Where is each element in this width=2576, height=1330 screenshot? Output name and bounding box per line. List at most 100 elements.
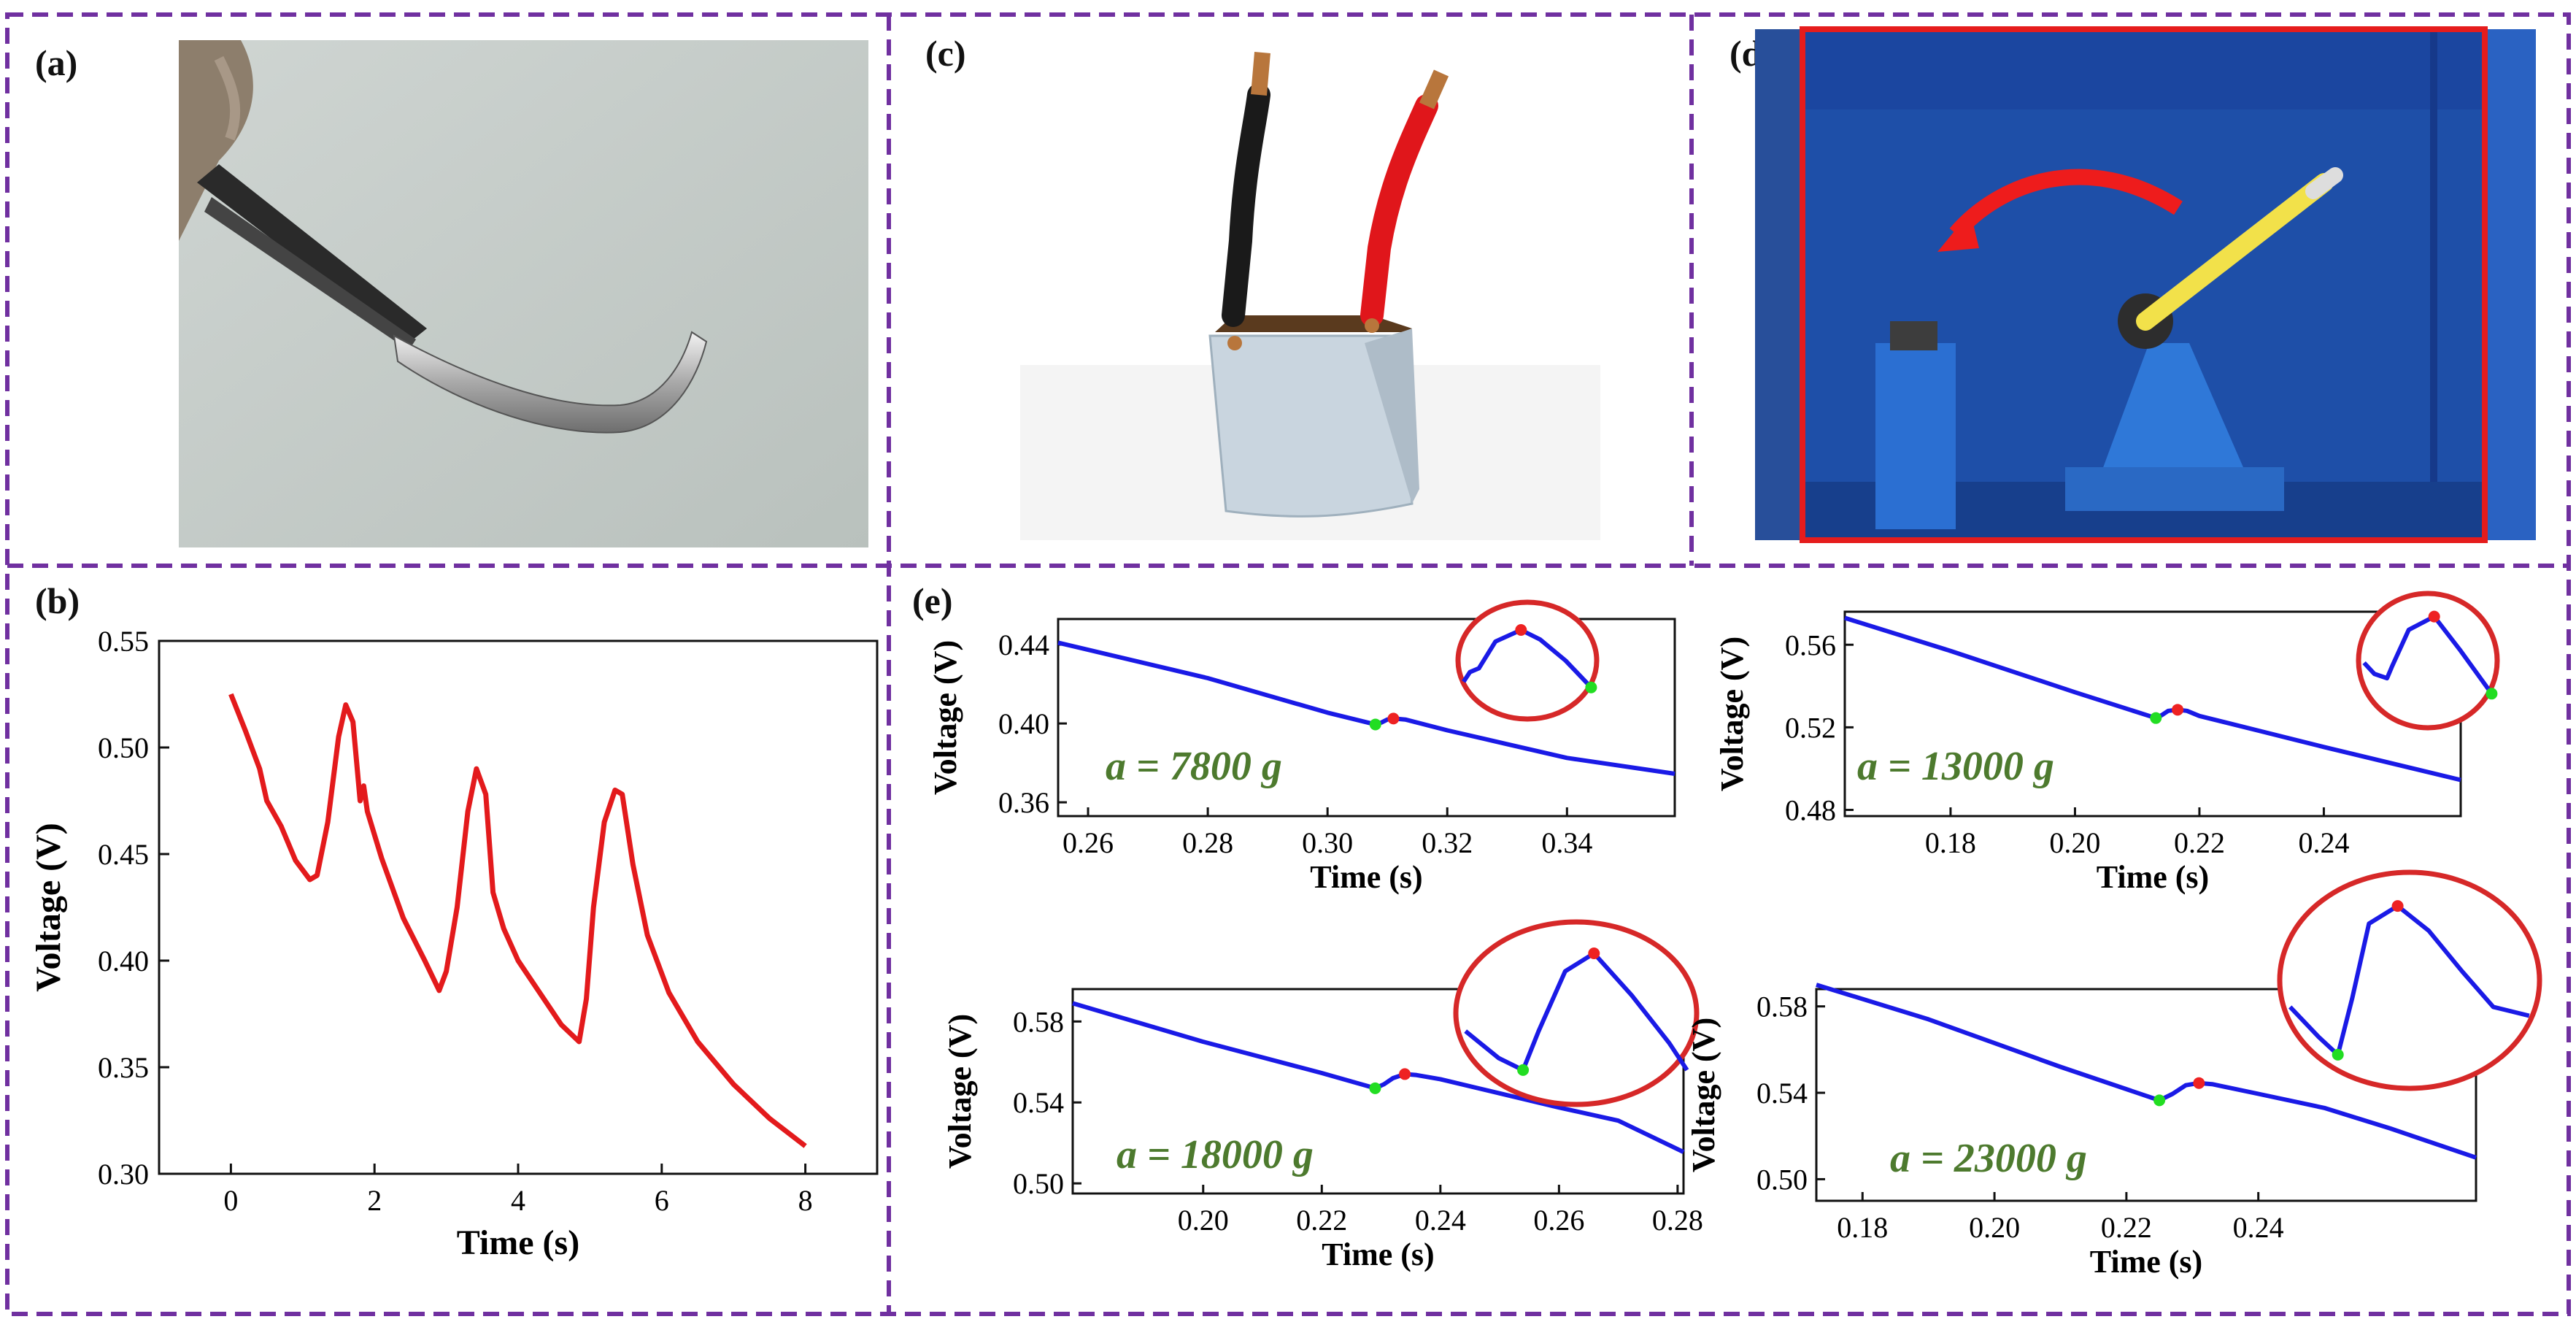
chart-e3-inset-peak-marker xyxy=(1588,947,1600,959)
chart-e4-inset-peak-marker xyxy=(2391,900,2404,912)
chart-b-xtick-label: 2 xyxy=(367,1184,382,1217)
chart-e1-inset-ring xyxy=(1455,599,1600,722)
flexible-strip xyxy=(393,331,708,434)
chart-e2-inset-trace xyxy=(2362,614,2494,696)
chart-e2-ylabel: Voltage (V) xyxy=(1714,637,1750,791)
chart-e2-peak-marker xyxy=(2172,704,2184,716)
black-wire xyxy=(1222,83,1270,327)
chart-e1-inset-trace xyxy=(1462,628,1593,689)
chart-b-voltage-line xyxy=(228,693,807,1148)
cube-body xyxy=(1208,334,1414,518)
chart-b-ytick-label: 0.45 xyxy=(98,838,149,871)
outer-dashed-border xyxy=(5,12,2571,1316)
chart-b-ytick-label: 0.55 xyxy=(98,625,149,658)
chart-e3-xtick-label: 0.24 xyxy=(1415,1204,1466,1237)
chart-e3-inset-onset-marker xyxy=(1517,1064,1530,1076)
chart-e1-inset-peak-marker xyxy=(1515,624,1527,636)
chart-e1-ytick-label: 0.40 xyxy=(998,707,1049,740)
chart-b-xtick-label: 8 xyxy=(798,1184,813,1217)
chart-e1-xtick-label: 0.34 xyxy=(1541,826,1592,859)
chart-e3-xtick-label: 0.20 xyxy=(1178,1204,1229,1237)
chart-e2-xtick-label: 0.18 xyxy=(1925,826,1976,859)
panel-borders xyxy=(5,12,2571,1316)
chart-e4-voltage-line xyxy=(1816,983,2477,1160)
chart-e2-xtick-label: 0.22 xyxy=(2174,826,2225,859)
chart-e2-inset-peak-marker xyxy=(2428,610,2440,623)
chart-e3-zoom-inset xyxy=(1453,919,1700,1107)
chart-e4-ytick-label: 0.58 xyxy=(1756,991,1808,1023)
panel-label-e: (e) xyxy=(912,580,953,621)
chart-e1-peak-marker xyxy=(1387,712,1400,725)
chart-e4-ytick-label: 0.54 xyxy=(1756,1077,1808,1110)
chart-e1-zoom-inset xyxy=(1455,599,1600,722)
chart-e1-acceleration-label: a = 7800 g xyxy=(1106,744,1282,789)
chart-e3-peak-marker xyxy=(1399,1068,1411,1080)
chart-e3-ytick-label: 0.50 xyxy=(1013,1167,1064,1200)
chart-b-xtick-label: 0 xyxy=(223,1184,238,1217)
drop-impact-test-machine-photo xyxy=(1755,26,2536,543)
chart-e1-ytick-label: 0.44 xyxy=(998,629,1049,661)
pendulum-arm xyxy=(2136,173,2334,331)
chart-e3-inset-ring xyxy=(1453,919,1700,1107)
chart-e4-ytick-label: 0.50 xyxy=(1756,1163,1808,1196)
chart-e2-zoom-inset xyxy=(2356,591,2500,731)
chart-e1-xlabel: Time (s) xyxy=(1310,859,1422,895)
chart-e2-xtick-label: 0.20 xyxy=(2049,826,2100,859)
chart-b-ytick-label: 0.50 xyxy=(98,731,149,764)
chart-b-ytick-label: 0.35 xyxy=(98,1051,149,1084)
chart-e3-ylabel: Voltage (V) xyxy=(942,1014,978,1169)
chart-e4-zoom-inset xyxy=(2277,869,2542,1091)
chart-e2-ytick-label: 0.48 xyxy=(1785,794,1836,827)
chart-e1: 0.26 0.28 0.30 0.32 0.34 0.36 0.40 0.44 Time (s)… xyxy=(928,599,1676,895)
chart-e2-onset-marker xyxy=(2150,712,2162,724)
chart-e3-ytick-label: 0.58 xyxy=(1013,1005,1064,1038)
chart-e4-onset-marker xyxy=(2153,1094,2166,1107)
chart-e4-axes-frame xyxy=(1815,988,2477,1202)
chart-b-xtick-label: 4 xyxy=(511,1184,525,1217)
panel-label-b: (b) xyxy=(35,580,80,621)
chart-b-xtick-label: 6 xyxy=(655,1184,669,1217)
chart-e4: 0.18 0.20 0.22 0.24 0.50 0.54 0.58 Time (s) Volt… xyxy=(1686,869,2542,1280)
chart-e4-acceleration-label: a = 23000 g xyxy=(1890,1136,2087,1181)
tweezers-holding-flexible-strip-photo xyxy=(179,40,868,547)
chart-e2-xlabel: Time (s) xyxy=(2097,859,2209,895)
chart-e4-inset-trace xyxy=(2288,904,2530,1057)
chart-e1-xtick-label: 0.30 xyxy=(1302,826,1353,859)
chart-e3: 0.20 0.22 0.24 0.26 0.28 0.50 0.54 0.58 Time (s)… xyxy=(942,919,1703,1272)
panel-label-a: (a) xyxy=(35,42,77,83)
chart-e3-onset-marker xyxy=(1369,1082,1381,1094)
chart-e3-xtick-label: 0.22 xyxy=(1296,1204,1347,1237)
chart-e3-xlabel: Time (s) xyxy=(1322,1237,1434,1272)
chart-e3-acceleration-label: a = 18000 g xyxy=(1117,1132,1314,1177)
chart-e2-xtick-label: 0.24 xyxy=(2298,826,2349,859)
red-wire xyxy=(1360,94,1438,327)
chart-e3-xtick-label: 0.26 xyxy=(1533,1204,1584,1237)
chart-e4-ylabel: Voltage (V) xyxy=(1686,1018,1721,1172)
chart-e1-ytick-label: 0.36 xyxy=(998,786,1049,819)
panel-label-c: (c) xyxy=(925,33,966,74)
chart-b-ytick-label: 0.40 xyxy=(98,945,149,977)
chart-b-ytick-label: 0.30 xyxy=(98,1158,149,1191)
chart-e4-inset-ring xyxy=(2277,869,2542,1091)
chart-b-xlabel: Time (s) xyxy=(457,1223,579,1262)
chart-e2-acceleration-label: a = 13000 g xyxy=(1857,744,2054,789)
swing-arrow xyxy=(1949,169,2183,239)
red-frame xyxy=(1800,26,2488,543)
chart-e4-xtick-label: 0.18 xyxy=(1837,1211,1888,1244)
chart-e3-ytick-label: 0.54 xyxy=(1013,1086,1064,1119)
cube-device-with-black-and-red-wires-photo xyxy=(1020,29,1600,540)
chart-e2: 0.18 0.20 0.22 0.24 0.48 0.52 0.56 Time (s) Volt… xyxy=(1714,591,2500,895)
chart-e2-ytick-label: 0.52 xyxy=(1785,711,1836,744)
anvil-column xyxy=(1875,343,1956,529)
chart-e1-xtick-label: 0.28 xyxy=(1182,826,1233,859)
chart-e2-inset-onset-marker xyxy=(2486,688,2498,700)
chart-e4-xlabel: Time (s) xyxy=(2090,1244,2202,1280)
chart-e4-xtick-label: 0.20 xyxy=(1969,1211,2020,1244)
chart-b-axes-frame xyxy=(158,639,879,1175)
chart-e3-axes-frame xyxy=(1071,988,1685,1195)
chart-e1-onset-marker xyxy=(1369,718,1381,731)
chart-e1-inset-onset-marker xyxy=(1585,681,1597,693)
chart-e3-inset-trace xyxy=(1464,951,1689,1072)
chart-e1-xtick-label: 0.32 xyxy=(1422,826,1473,859)
chart-e4-xtick-label: 0.24 xyxy=(2233,1211,2284,1244)
